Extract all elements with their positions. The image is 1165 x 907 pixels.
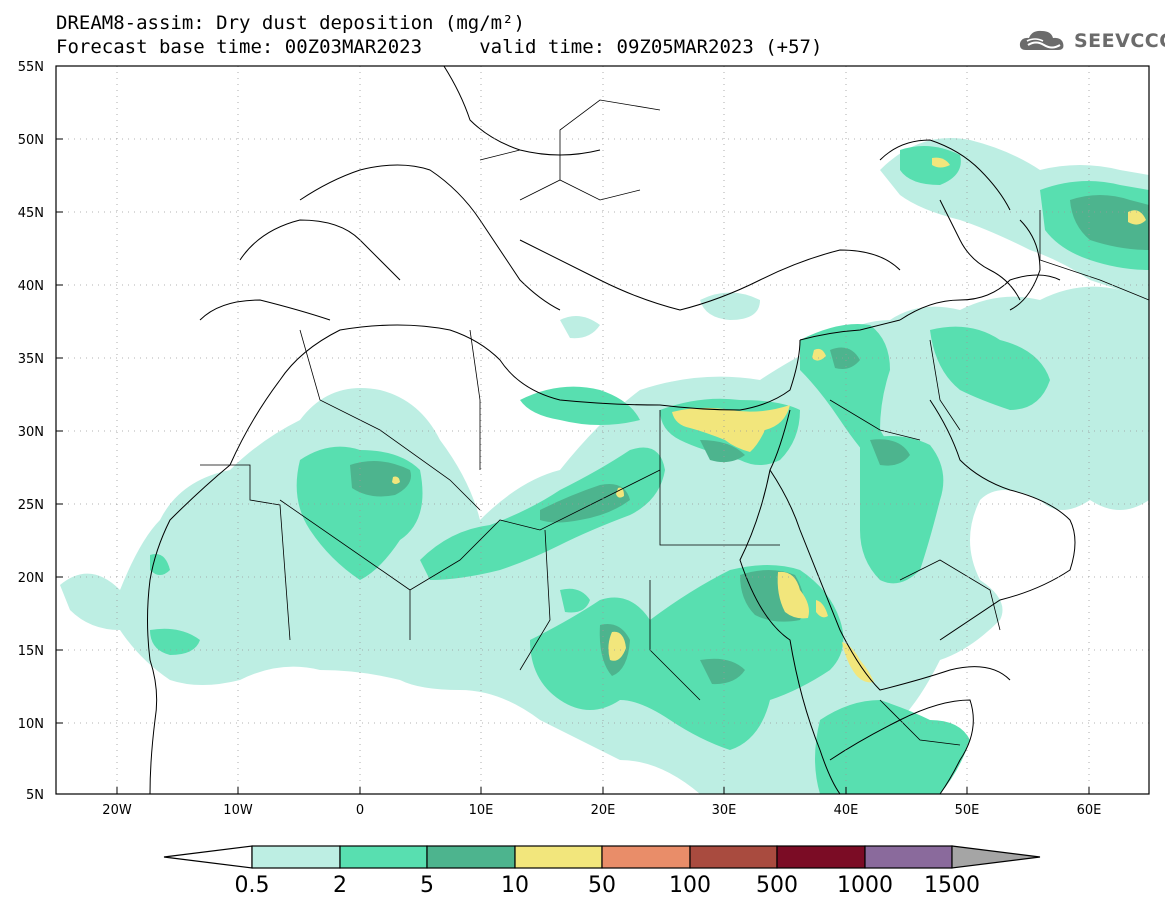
coastlines <box>147 66 1076 794</box>
lat-label-25n: 25N <box>18 498 44 513</box>
colorbar-label: 1000 <box>837 873 893 898</box>
map-title: DREAM8-assim: Dry dust deposition (mg/m²… <box>56 12 525 34</box>
lat-label-5n: 5N <box>26 788 44 803</box>
seevccc-logo: SEEVCCC <box>1018 28 1165 54</box>
lat-label-55n: 55N <box>18 60 44 75</box>
colorbar-label: 10 <box>501 873 529 898</box>
colorbar-arrow-low <box>163 845 253 869</box>
colorbar-segment-3 <box>426 845 516 869</box>
logo-text: SEEVCCC <box>1074 30 1165 52</box>
lat-label-15n: 15N <box>18 644 44 659</box>
colorbar-segment-1 <box>251 845 341 869</box>
lon-label-20w: 20W <box>102 803 132 818</box>
color-bar <box>163 845 1041 869</box>
graticule <box>56 66 1149 794</box>
lon-label-0: 0 <box>356 803 364 818</box>
lat-label-40n: 40N <box>18 279 44 294</box>
colorbar-segment-5 <box>601 845 691 869</box>
latitude-labels: 55N 50N 45N 40N 35N 30N 25N 20N 15N 10N … <box>18 60 44 803</box>
colorbar-segment-2 <box>339 845 428 869</box>
colorbar-label: 500 <box>756 873 798 898</box>
lon-label-10w: 10W <box>223 803 253 818</box>
lat-label-30n: 30N <box>18 425 44 440</box>
colorbar-label: 50 <box>588 873 616 898</box>
dust-deposition-field <box>60 138 1149 794</box>
colorbar-label: 0.5 <box>235 873 270 898</box>
lon-label-10e: 10E <box>469 803 494 818</box>
country-borders <box>200 99 1149 746</box>
forecast-time-line: Forecast base time: 00Z03MAR2023 valid t… <box>56 36 823 58</box>
cloud-icon <box>1019 30 1064 50</box>
lat-label-45n: 45N <box>18 206 44 221</box>
longitude-labels: 20W 10W 0 10E 20E 30E 40E 50E 60E <box>102 803 1101 818</box>
lon-label-30e: 30E <box>712 803 737 818</box>
colorbar-segment-8 <box>864 845 953 869</box>
lat-label-35n: 35N <box>18 352 44 367</box>
axis-ticks <box>56 65 1090 795</box>
lon-label-40e: 40E <box>834 803 859 818</box>
colorbar-label: 5 <box>420 873 434 898</box>
colorbar-segment-7 <box>776 845 866 869</box>
lat-label-50n: 50N <box>18 133 44 148</box>
colorbar-label: 100 <box>669 873 711 898</box>
colorbar-label: 2 <box>333 873 347 898</box>
lat-label-20n: 20N <box>18 571 44 586</box>
map-area <box>56 66 1149 794</box>
colorbar-arrow-high <box>951 845 1041 869</box>
lon-label-60e: 60E <box>1077 803 1102 818</box>
lon-label-50e: 50E <box>955 803 980 818</box>
colorbar-labels: 0.5 2 5 10 50 100 500 1000 1500 <box>235 873 981 898</box>
lat-label-10n: 10N <box>18 717 44 732</box>
colorbar-segment-4 <box>514 845 603 869</box>
colorbar-segment-6 <box>689 845 778 869</box>
lon-label-20e: 20E <box>591 803 616 818</box>
colorbar-label: 1500 <box>924 873 980 898</box>
